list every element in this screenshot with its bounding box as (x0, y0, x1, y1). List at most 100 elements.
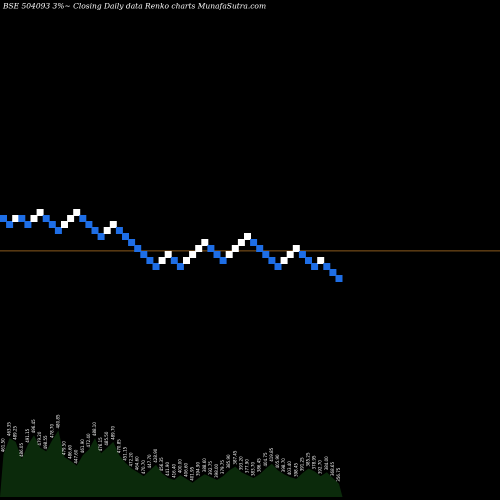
renko-brick-down (48, 221, 56, 228)
price-label: 456.35 (159, 457, 164, 471)
price-label: 392.70 (318, 460, 323, 474)
renko-brick-up (292, 245, 300, 252)
renko-brick-up (201, 239, 209, 246)
price-label: 491.15 (25, 428, 30, 442)
renko-brick-down (311, 263, 319, 270)
renko-brick-down (262, 251, 270, 258)
renko-brick-up (164, 251, 172, 258)
renko-brick-down (115, 227, 123, 234)
price-label: 472.40 (86, 433, 91, 447)
volume-area (0, 430, 343, 497)
price-label: 392.75 (208, 461, 213, 475)
price-label: 489.25 (13, 425, 18, 439)
renko-brick-down (250, 239, 258, 246)
price-label: 405.90 (275, 454, 280, 468)
price-label: 394.90 (196, 462, 201, 476)
renko-brick-down (323, 263, 331, 270)
renko-brick-up (183, 257, 190, 264)
price-label: 391.25 (299, 457, 304, 471)
price-label: 489.70 (110, 425, 115, 439)
price-label: 486.60 (68, 444, 73, 458)
price-label: 498.55 (43, 435, 48, 449)
price-label: 463.35 (7, 422, 12, 436)
renko-brick-down (79, 215, 87, 222)
price-label: 447.70 (147, 454, 152, 468)
price-label: 485.50 (104, 431, 109, 445)
renko-brick-up (103, 227, 111, 234)
renko-brick-down (122, 233, 129, 240)
renko-brick-up (109, 221, 117, 228)
renko-brick-up (237, 239, 245, 246)
renko-brick-down (42, 215, 50, 222)
price-label: 379.75 (220, 460, 225, 474)
renko-brick-down (128, 239, 136, 246)
price-label: 488.10 (92, 422, 97, 436)
price-label: 386.45 (257, 458, 262, 472)
price-label: 496.45 (31, 419, 36, 433)
price-label: 441.90 (165, 462, 170, 476)
renko-brick-down (134, 245, 142, 252)
renko-brick-up (61, 221, 68, 228)
price-label: 406.60 (184, 462, 189, 476)
price-label: 401.95 (190, 466, 195, 480)
volume-area-shape (0, 430, 343, 497)
price-label: 464.60 (135, 456, 140, 470)
renko-brick-down (0, 215, 7, 222)
price-label: 419.85 (269, 447, 274, 461)
renko-brick-up (286, 251, 294, 258)
price-label: 398.45 (293, 462, 298, 476)
chart-title: BSE 504093 3%~ Closing Daily data Renko … (2, 2, 266, 11)
renko-brick-up (67, 215, 75, 222)
renko-brick-up (225, 251, 233, 258)
price-label: 470.85 (116, 439, 121, 453)
renko-brick-up (317, 257, 325, 264)
renko-brick-down (207, 245, 215, 252)
renko-brick-down (54, 227, 62, 234)
renko-brick-up (280, 257, 288, 264)
renko-brick-up (73, 209, 81, 216)
price-label: 384.00 (324, 456, 329, 470)
renko-brick-down (213, 251, 221, 258)
price-label: 461.50 (1, 438, 6, 452)
renko-brick-down (268, 257, 276, 264)
renko-brick-down (152, 263, 160, 270)
renko-brick-down (91, 227, 99, 234)
renko-brick-down (140, 251, 148, 258)
price-label: 356.75 (336, 467, 341, 481)
renko-brick-down (256, 245, 264, 252)
price-label: 377.90 (245, 459, 250, 473)
price-label: 451.15 (123, 446, 128, 460)
renko-bricks (0, 209, 343, 282)
price-label: 393.20 (238, 456, 243, 470)
price-label: 387.45 (232, 450, 237, 464)
renko-brick-up (195, 245, 203, 252)
price-label: 385.90 (226, 454, 231, 468)
renko-brick-up (158, 257, 166, 264)
renko-brick-down (329, 269, 337, 276)
renko-brick-down (274, 263, 282, 270)
renko-brick-down (335, 275, 343, 282)
price-label: 461.90 (80, 439, 85, 453)
renko-brick-up (30, 215, 38, 222)
price-label: 388.60 (202, 458, 207, 472)
renko-brick-up (189, 251, 197, 258)
price-label: 447.60 (74, 449, 79, 463)
price-label: 428.90 (153, 448, 158, 462)
price-label: 403.40 (287, 461, 292, 475)
renko-brick-up (36, 209, 44, 216)
renko-brick-down (219, 257, 227, 264)
price-label: 472.20 (129, 452, 134, 466)
price-label: 416.40 (171, 463, 176, 477)
price-label: 479.50 (62, 441, 67, 455)
renko-brick-up (12, 215, 20, 222)
price-label: 378.95 (312, 455, 317, 469)
renko-brick-down (24, 221, 32, 228)
price-label: 385.25 (306, 452, 311, 466)
renko-brick-up (244, 233, 251, 240)
renko-brick-down (18, 215, 26, 222)
renko-brick-down (170, 257, 178, 264)
price-label: 476.15 (98, 437, 103, 451)
